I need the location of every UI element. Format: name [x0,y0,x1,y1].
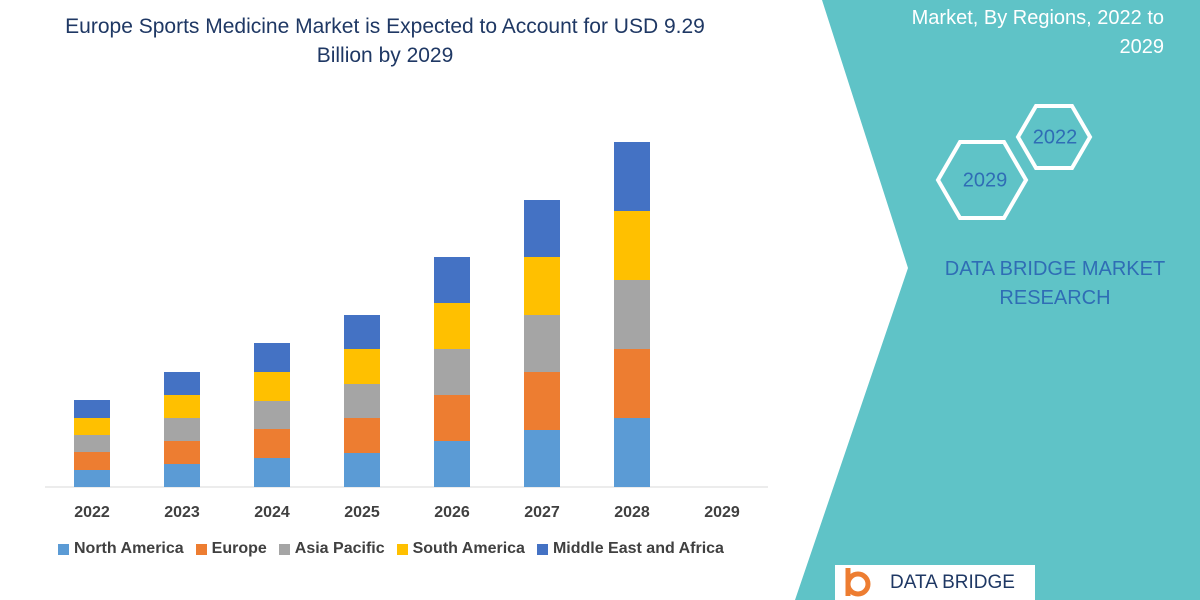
hexagon [1015,104,1093,170]
bar-segment [164,418,200,441]
bar-segment [254,401,290,429]
logo-mark [845,568,871,597]
legend-label: Asia Pacific [294,540,385,557]
legend-item: Middle East and Africa [536,540,724,558]
legend-swatch [536,543,548,555]
bar-segment [614,349,650,418]
x-tick-label: 2022 [74,504,110,521]
legend-swatch [195,543,207,555]
x-tick-label: 2027 [524,504,560,521]
bar-segment [344,453,380,487]
bar-segment [434,303,470,349]
bar-segment [74,418,110,435]
bar-segment [614,280,650,349]
bar-segment [614,142,650,211]
bar-segment [164,372,200,395]
legend-swatch [278,543,290,555]
bar-segment [164,441,200,464]
bar-segment [74,435,110,452]
bar-segment [254,343,290,372]
x-tick-label: 2028 [614,504,650,521]
bar-segment [524,200,560,257]
bar-segment [344,384,380,418]
bar-segment [434,349,470,395]
panel-heading: Market, By Regions, 2022 to 2029 [911,7,1164,58]
hexagon-label: 2022 [1033,126,1078,148]
legend-item: Asia Pacific [278,540,385,558]
bar-segment [524,372,560,430]
bar-segment [524,315,560,372]
logo-text: DATA BRIDGE [890,572,1015,593]
legend-item: North America [58,540,184,558]
legend-label: North America [74,540,184,557]
bar-segment [344,418,380,453]
hexagon [935,140,1029,220]
legend-item: Europe [195,540,267,558]
legend-swatch [58,543,69,555]
hexagon-label: 2029 [963,169,1008,191]
bar-segment [524,430,560,487]
x-tick-label: 2025 [344,504,380,521]
bar-segment [434,395,470,441]
x-tick-label: 2024 [254,504,290,521]
chart-title: Europe Sports Medicine Market is Expecte… [65,15,705,67]
bar-segment [524,257,560,315]
bar-segment [614,418,650,487]
bar-segment [254,458,290,487]
bar-segment [434,257,470,303]
legend-label: Europe [211,540,267,557]
x-tick-label: 2029 [704,504,740,521]
x-tick-label: 2023 [164,504,200,521]
bar-segment [164,464,200,487]
bar-segment [254,372,290,401]
bar-segment [74,452,110,470]
bar-segment [74,400,110,418]
bar-segment [614,211,650,280]
bar-segment [344,349,380,384]
bar-segment [74,470,110,487]
legend-item: South America [396,540,525,558]
legend-swatch [396,543,408,555]
brand-name: DATA BRIDGE MARKET RESEARCH [944,258,1166,309]
bar-segment [254,429,290,458]
legend-label: South America [412,540,525,557]
bar-segment [344,315,380,349]
bar-segment [164,395,200,418]
x-tick-label: 2026 [434,504,470,521]
side-panel-bg [795,0,1200,600]
legend-label: Middle East and Africa [552,540,724,557]
bar-segment [434,441,470,487]
legend: North America Europe Asia Pacific South Ame… [58,540,724,558]
